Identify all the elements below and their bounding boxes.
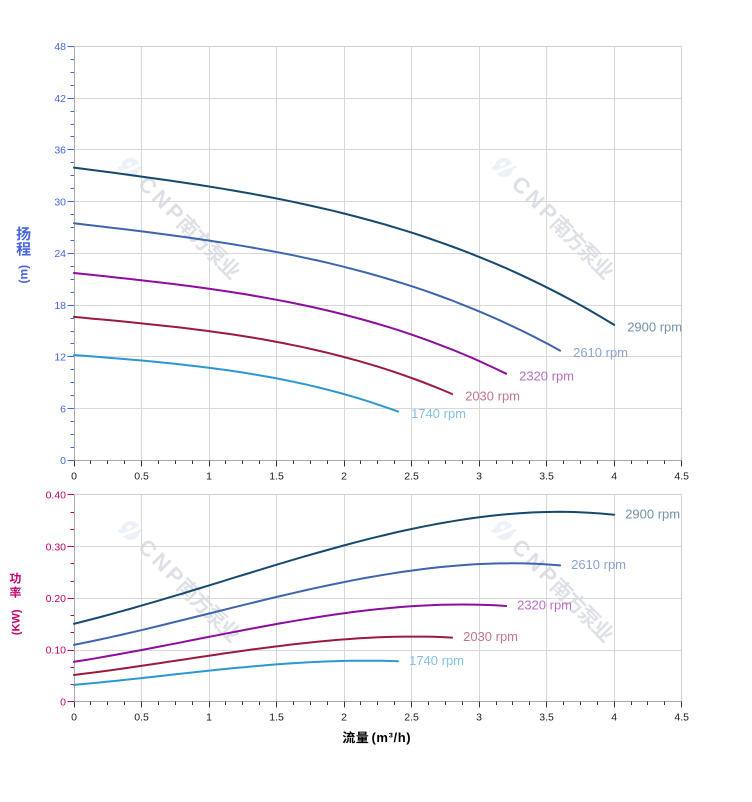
svg-text:2900 rpm: 2900 rpm — [627, 320, 682, 335]
svg-text:42: 42 — [54, 93, 66, 105]
svg-text:0: 0 — [60, 455, 66, 467]
svg-text:2320 rpm: 2320 rpm — [517, 598, 572, 613]
svg-text:2610 rpm: 2610 rpm — [571, 557, 626, 572]
svg-text:2030 rpm: 2030 rpm — [463, 629, 518, 644]
svg-text:1: 1 — [206, 471, 212, 483]
svg-text:1740 rpm: 1740 rpm — [409, 653, 464, 668]
svg-text:0.30: 0.30 — [46, 541, 67, 553]
svg-text:2900 rpm: 2900 rpm — [625, 506, 680, 521]
svg-text:2030 rpm: 2030 rpm — [465, 389, 520, 404]
svg-text:24: 24 — [54, 248, 66, 260]
svg-text:0.5: 0.5 — [134, 471, 149, 483]
svg-text:0.40: 0.40 — [46, 490, 67, 502]
svg-text:4: 4 — [611, 471, 617, 483]
svg-text:(m³/h): (m³/h) — [372, 730, 412, 745]
svg-text:0.10: 0.10 — [46, 645, 67, 657]
svg-text:30: 30 — [54, 196, 66, 208]
svg-text:0.20: 0.20 — [46, 593, 67, 605]
svg-text:(KW): (KW) — [11, 609, 23, 635]
svg-text:2: 2 — [341, 471, 347, 483]
svg-text:4.5: 4.5 — [674, 712, 689, 724]
svg-text:0.5: 0.5 — [134, 712, 149, 724]
svg-text:2.5: 2.5 — [404, 471, 419, 483]
svg-text:3.5: 3.5 — [539, 712, 554, 724]
svg-text:3.5: 3.5 — [539, 471, 554, 483]
svg-text:2: 2 — [341, 712, 347, 724]
svg-text:4.5: 4.5 — [674, 471, 689, 483]
svg-text:36: 36 — [54, 145, 66, 157]
svg-text:2320 rpm: 2320 rpm — [519, 368, 574, 383]
svg-text:6: 6 — [60, 403, 66, 415]
svg-text:0: 0 — [60, 696, 66, 708]
svg-text:(m): (m) — [17, 265, 31, 284]
svg-text:48: 48 — [54, 41, 66, 53]
svg-text:0: 0 — [71, 471, 77, 483]
svg-text:1740 rpm: 1740 rpm — [411, 406, 466, 421]
svg-text:3: 3 — [476, 712, 482, 724]
svg-text:1.5: 1.5 — [269, 471, 284, 483]
svg-text:0: 0 — [71, 712, 77, 724]
svg-text:18: 18 — [54, 300, 66, 312]
svg-text:4: 4 — [611, 712, 617, 724]
svg-text:1.5: 1.5 — [269, 712, 284, 724]
svg-text:3: 3 — [476, 471, 482, 483]
svg-text:1: 1 — [206, 712, 212, 724]
svg-text:2610 rpm: 2610 rpm — [573, 345, 628, 360]
svg-text:2.5: 2.5 — [404, 712, 419, 724]
svg-text:12: 12 — [54, 352, 66, 364]
